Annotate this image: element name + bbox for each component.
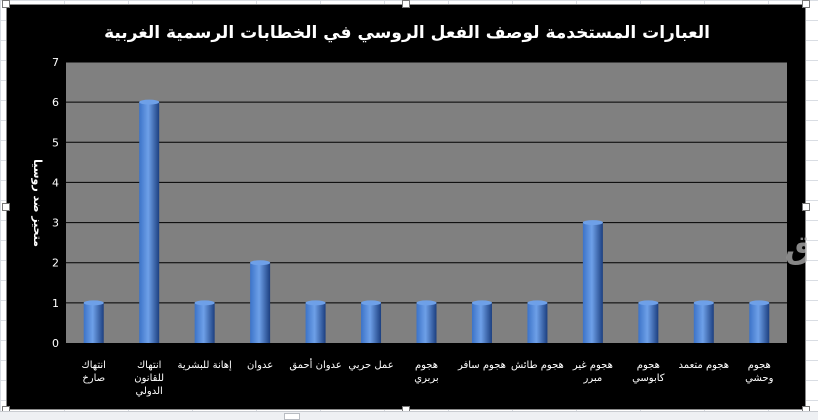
x-tick-label: عدوان أحمق — [289, 358, 341, 371]
x-tick-label: هجوم سافر — [457, 360, 506, 371]
plot-area — [66, 62, 787, 343]
bar — [361, 300, 382, 343]
x-tick-label: هجوم كابوسي — [632, 360, 665, 384]
resize-handle-left[interactable] — [2, 203, 10, 211]
bar — [749, 300, 770, 343]
bar-cap — [305, 300, 326, 306]
bar-cap — [194, 300, 215, 306]
bar-cap — [416, 300, 437, 306]
bar-cap — [471, 300, 492, 306]
bar-chart: العبارات المستخدمة لوصف الفعل الروسي في … — [31, 23, 807, 397]
x-tick-label: انتهاك صارخ — [81, 360, 105, 384]
bar-body — [471, 302, 492, 343]
bar — [693, 300, 714, 343]
bar-body — [527, 302, 548, 343]
y-tick-label: 0 — [52, 337, 59, 350]
x-tick-label: عدوان — [247, 360, 273, 371]
bar-body — [194, 302, 215, 343]
y-tick-label: 4 — [52, 176, 59, 189]
bar-cap — [83, 300, 104, 306]
x-tick-label: إهانة للبشرية — [177, 360, 232, 371]
x-tick-label: هجوم بربري — [414, 360, 438, 384]
y-tick-label: 5 — [52, 136, 59, 149]
bar-cap — [749, 300, 770, 306]
bar-body — [139, 102, 160, 344]
gridlines — [66, 61, 787, 304]
resize-handle-top[interactable] — [402, 0, 410, 8]
y-axis-ticks: 0 1 2 3 4 5 6 7 — [52, 56, 59, 350]
bar-cap — [582, 220, 603, 226]
bar-cap — [139, 99, 160, 105]
bar-body — [749, 302, 770, 343]
bar-cap — [250, 260, 271, 266]
bar — [471, 300, 492, 343]
bars — [83, 99, 770, 344]
bar-body — [83, 302, 104, 343]
y-tick-label: 7 — [52, 56, 59, 69]
x-tick-label: عمل حربي — [348, 360, 393, 371]
y-tick-label: 3 — [52, 217, 59, 230]
chart-title: العبارات المستخدمة لوصف الفعل الروسي في … — [104, 23, 710, 43]
bar — [139, 99, 160, 344]
y-tick-label: 2 — [52, 257, 59, 270]
bar — [305, 300, 326, 343]
bar-cap — [361, 300, 382, 306]
bar — [582, 220, 603, 343]
bar-body — [693, 302, 714, 343]
y-axis-title: متحيز ضد روسيا — [31, 159, 44, 247]
horizontal-scrollbar[interactable] — [0, 411, 818, 420]
bar-body — [250, 262, 271, 343]
bar — [416, 300, 437, 343]
bar-cap — [693, 300, 714, 306]
x-axis-ticks: انتهاك صارخ انتهاك للقانون الدولي إهانة للبشر… — [81, 358, 773, 397]
bar-body — [305, 302, 326, 343]
bar-body — [638, 302, 659, 343]
bar-body — [416, 302, 437, 343]
y-tick-label: 6 — [52, 96, 59, 109]
x-tick-label: هجوم متعمد — [679, 360, 730, 371]
bar — [250, 260, 271, 343]
resize-handle-top-left[interactable] — [2, 0, 10, 8]
x-tick-label: هجوم غير مبرر — [572, 360, 613, 384]
y-tick-label: 1 — [52, 297, 59, 310]
sheet-tab-icon[interactable] — [284, 413, 300, 420]
resize-handle-top-right[interactable] — [802, 0, 810, 8]
bar — [527, 300, 548, 343]
bar-body — [361, 302, 382, 343]
bar-cap — [527, 300, 548, 306]
chart-object[interactable]: العبارات المستخدمة لوصف الفعل الروسي في … — [6, 4, 807, 410]
bar-cap — [638, 300, 659, 306]
bar — [638, 300, 659, 343]
x-tick-label: هجوم وحشي — [745, 360, 773, 384]
bar-body — [582, 222, 603, 343]
resize-handle-right[interactable] — [802, 203, 810, 211]
bar — [194, 300, 215, 343]
bar — [83, 300, 104, 343]
watermark-logo: الشروق — [785, 228, 807, 266]
x-tick-label: هجوم طائش — [511, 360, 564, 371]
x-tick-label: انتهاك للقانون الدولي — [134, 360, 164, 397]
